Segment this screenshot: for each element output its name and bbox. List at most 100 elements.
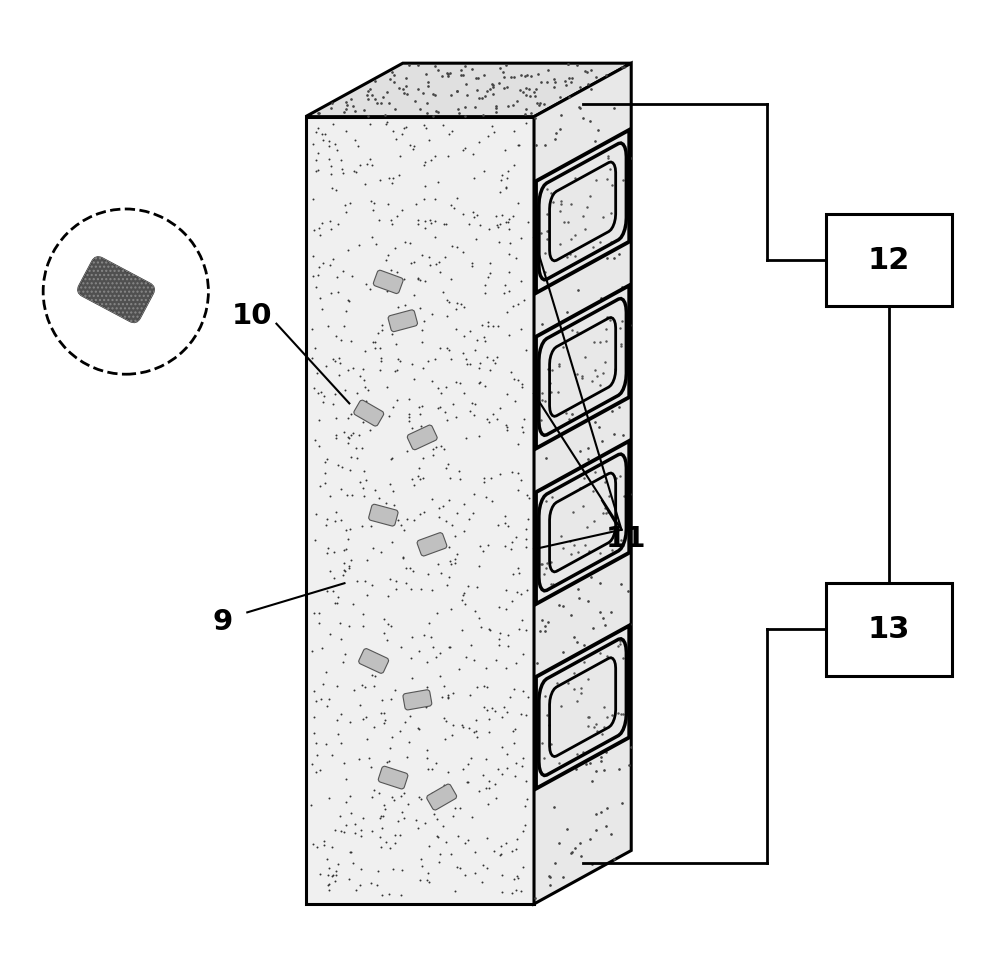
Point [341,618,357,634]
Point [341,431,357,446]
Point [319,451,335,467]
Point [313,691,329,707]
Point [501,283,517,298]
Point [378,834,394,850]
Point [355,811,371,826]
Point [469,679,485,695]
Point [373,544,389,560]
Point [471,375,487,391]
Point [364,229,380,245]
FancyBboxPatch shape [78,257,154,323]
Point [323,221,339,236]
Point [373,350,389,365]
Point [417,178,433,193]
Point [337,646,353,662]
Point [355,607,371,622]
Point [319,698,335,713]
Point [383,618,399,634]
Point [358,276,374,292]
Point [520,511,536,527]
Point [465,504,481,520]
Point [466,652,482,668]
Point [366,195,382,211]
Point [345,854,361,870]
Point [364,157,380,173]
Point [393,887,409,903]
Point [363,193,379,209]
Point [443,601,459,616]
Point [384,326,400,341]
Point [436,678,452,694]
Point [338,541,354,557]
Point [334,460,350,475]
Point [441,539,457,555]
Point [443,197,459,213]
Point [452,375,468,391]
Point [508,530,524,545]
Point [410,216,426,231]
Point [374,323,390,338]
Point [416,156,432,172]
Point [380,589,396,605]
Point [313,385,329,400]
Point [309,839,325,854]
Point [374,820,390,836]
Point [502,235,518,251]
Point [406,512,422,528]
Point [499,386,515,401]
Point [485,352,501,367]
Point [335,654,351,670]
Point [380,247,396,262]
Point [325,867,341,883]
Point [403,650,419,666]
Point [318,665,334,680]
Point [320,877,336,892]
Point [448,301,464,317]
Point [372,172,388,188]
Point [393,517,409,533]
Point [462,403,478,419]
Point [501,211,517,226]
Point [382,476,398,492]
Point [367,668,383,683]
Point [501,221,517,236]
Point [481,724,497,740]
Point [514,758,530,774]
Point [404,670,420,685]
Point [511,137,527,153]
Point [358,710,374,725]
Point [329,678,345,694]
Point [420,353,436,368]
Point [382,572,398,587]
Point [444,727,460,743]
Point [308,163,324,179]
Point [480,538,496,553]
Point [317,125,333,141]
Point [327,821,343,837]
Point [477,285,493,300]
Point [376,715,392,731]
Point [460,832,476,848]
Point [428,256,444,271]
Point [516,293,532,308]
Point [389,208,405,224]
Point [327,873,343,888]
Point [417,221,433,236]
Point [342,788,358,804]
Point [498,180,514,195]
Point [329,596,345,611]
FancyBboxPatch shape [407,425,437,450]
Point [324,181,340,196]
Point [306,380,322,396]
Point [430,400,446,416]
Point [424,582,440,598]
Point [322,564,338,579]
Point [311,615,327,631]
Point [323,166,339,182]
Point [455,587,471,603]
Point [389,392,405,407]
Point [412,406,428,422]
Point [332,809,348,824]
Point [436,441,452,457]
Point [425,441,441,457]
